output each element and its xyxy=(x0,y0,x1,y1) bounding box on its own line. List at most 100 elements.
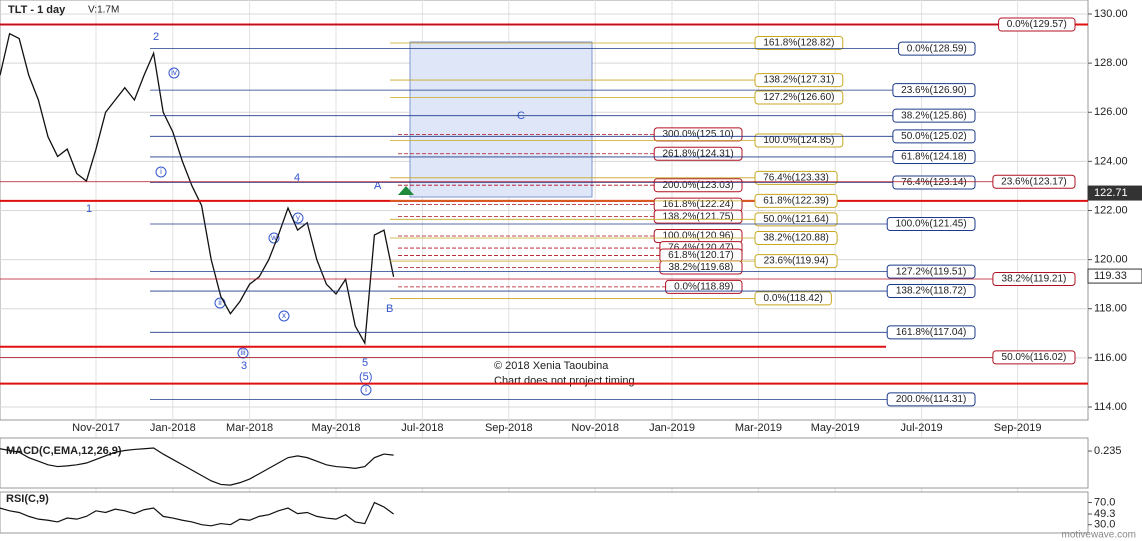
fib-label: 23.6%(119.94) xyxy=(764,256,829,267)
y-tick-label: 114.00 xyxy=(1094,401,1127,413)
fib-label: 0.0%(118.89) xyxy=(674,282,733,293)
fib-box xyxy=(898,41,976,56)
fib-box xyxy=(998,17,1076,32)
price-marker-label: 122.71 xyxy=(1094,187,1128,199)
fib-box xyxy=(886,325,976,340)
fib-label: 138.2%(127.31) xyxy=(763,75,834,86)
wave-label: 5 xyxy=(362,357,368,369)
fib-label: 61.8%(124.18) xyxy=(901,152,967,163)
fib-label: 261.8%(124.31) xyxy=(663,148,734,159)
fib-box xyxy=(992,174,1076,189)
wave-label: iv xyxy=(171,68,177,77)
macd-panel xyxy=(0,437,1089,489)
marker xyxy=(398,186,414,195)
fib-box xyxy=(886,264,976,279)
y-tick-label: 116.00 xyxy=(1094,352,1127,364)
x-tick-label: Nov-2017 xyxy=(72,422,120,434)
fib-box xyxy=(886,284,976,299)
fib-box xyxy=(653,209,743,224)
y-tick-label: 124.00 xyxy=(1094,155,1128,167)
indicator-line xyxy=(0,447,394,486)
wave-label: 2 xyxy=(153,31,159,43)
y-tick-label: 0.235 xyxy=(1094,445,1122,457)
fib-label: 38.2%(125.86) xyxy=(901,110,967,121)
fib-label: 138.2%(118.72) xyxy=(896,286,966,297)
fib-label: 161.8%(122.24) xyxy=(663,199,734,210)
rsi-panel xyxy=(0,491,1089,534)
price-marker xyxy=(1087,268,1142,284)
y-tick-label: 128.00 xyxy=(1094,57,1128,69)
fib-box xyxy=(892,83,976,98)
indicator-line xyxy=(0,501,394,527)
y-tick-label: 122.00 xyxy=(1094,204,1128,216)
price-marker xyxy=(1087,185,1142,201)
fib-label: 76.4%(120.47) xyxy=(668,243,734,254)
fib-label: 0.0%(129.57) xyxy=(1007,19,1067,30)
y-tick-label: 49.3 xyxy=(1094,508,1115,520)
fib-label: 100.0%(121.45) xyxy=(896,219,967,230)
wave-label: iii xyxy=(240,348,246,357)
fib-box xyxy=(665,279,743,294)
fib-label: 161.8%(117.04) xyxy=(896,327,966,338)
wave-label: 1 xyxy=(86,203,92,215)
fib-label: 50.0%(121.64) xyxy=(763,214,829,225)
fib-label: 23.6%(126.90) xyxy=(901,85,967,96)
wave-label: x xyxy=(282,311,286,320)
fib-box xyxy=(892,175,976,190)
wave-labels: 1 2 3 4 5 (5) A B C i ii iii iv w x y i xyxy=(86,31,525,396)
x-tick-label: Jan-2018 xyxy=(150,422,196,434)
wave-label: 3 xyxy=(241,360,247,372)
price-marker-label: 119.33 xyxy=(1094,270,1127,282)
wave-label: i xyxy=(365,385,367,394)
panel-title: MACD(C,EMA,12,26,9) xyxy=(6,445,122,457)
fib-label: 200.0%(114.31) xyxy=(896,394,966,405)
x-tick-label: Mar-2019 xyxy=(735,422,782,434)
y-tick-label: 120.00 xyxy=(1094,254,1128,266)
fib-box xyxy=(892,149,976,164)
fib-label: 0.0%(118.42) xyxy=(764,293,823,304)
x-tick-label: May-2019 xyxy=(811,422,860,434)
y-tick-label: 130.00 xyxy=(1094,8,1128,20)
fib-box xyxy=(754,231,838,245)
volume: V:1.7M xyxy=(88,5,119,16)
wave-label: i xyxy=(160,167,162,176)
fib-label: 100.0%(120.96) xyxy=(663,231,734,242)
fib-label: 50.0%(125.02) xyxy=(901,131,967,142)
wave-label: ii xyxy=(218,298,222,307)
wave-label: y xyxy=(296,213,300,222)
chart-title: TLT - 1 day xyxy=(8,4,66,16)
fib-label: 200.0%(123.03) xyxy=(663,180,734,191)
annotation: Chart does not project timing xyxy=(494,375,635,387)
target-box xyxy=(409,41,593,198)
fib-box xyxy=(992,272,1076,287)
fib-box xyxy=(754,212,838,227)
wave-label: B xyxy=(386,303,393,315)
wave-label: 4 xyxy=(294,172,300,184)
y-tick-label: 70.0 xyxy=(1094,496,1115,508)
x-tick-label: Sep-2019 xyxy=(994,422,1042,434)
fib-label: 161.8%(128.82) xyxy=(763,38,834,49)
fib-box xyxy=(754,35,844,50)
fib-box xyxy=(754,193,838,208)
fib-label: 61.8%(122.39) xyxy=(763,196,829,207)
x-tick-label: Jan-2019 xyxy=(649,422,695,434)
fib-label: 50.0%(116.02) xyxy=(1002,352,1067,363)
x-tick-label: Nov-2018 xyxy=(571,422,619,434)
fib-label: 76.4%(123.14) xyxy=(901,177,967,188)
fib-label: 138.2%(121.75) xyxy=(663,211,734,222)
fib-label: 23.6%(123.17) xyxy=(1001,176,1067,187)
fib-label: 100.0%(124.85) xyxy=(763,135,834,146)
y-tick-label: 118.00 xyxy=(1094,303,1127,315)
wave-label: (5) xyxy=(359,371,372,383)
x-tick-label: Mar-2018 xyxy=(226,422,273,434)
fib-box xyxy=(754,90,844,105)
fib-label: 127.2%(126.60) xyxy=(763,92,834,103)
wave-label: A xyxy=(374,180,382,192)
panel-title: RSI(C,9) xyxy=(6,493,49,505)
y-tick-label: 126.00 xyxy=(1094,106,1128,118)
fib-label: 300.0%(125.10) xyxy=(663,129,734,140)
fib-label: 0.0%(128.59) xyxy=(907,43,967,54)
fib-label: 38.2%(119.68) xyxy=(669,262,734,273)
fib-box xyxy=(992,350,1076,365)
fib-box xyxy=(892,108,976,123)
